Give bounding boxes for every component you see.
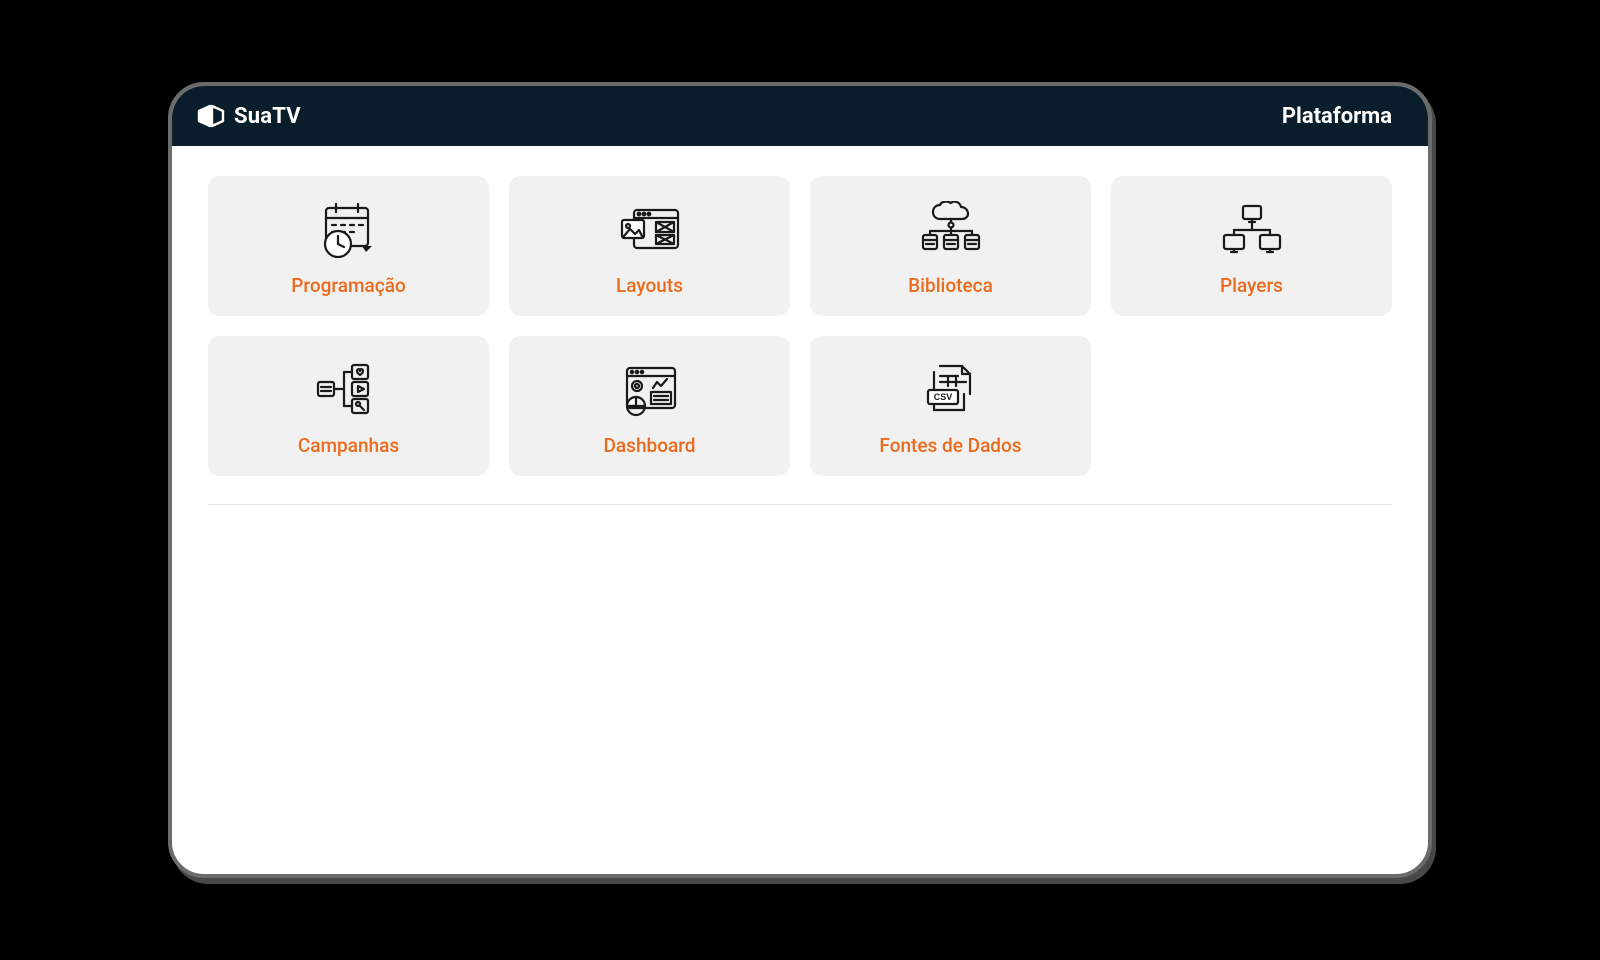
cloud-library-icon (914, 196, 988, 266)
tile-label: Biblioteca (908, 274, 993, 297)
players-network-icon (1216, 196, 1288, 266)
tile-label: Programação (291, 274, 406, 297)
tile-dashboard[interactable]: Dashboard (509, 336, 790, 476)
tile-grid: Programação (208, 176, 1392, 476)
tile-label: Campanhas (298, 434, 399, 457)
device-frame: SuaTV Plataforma (168, 82, 1432, 878)
tile-label: Players (1220, 274, 1283, 297)
tile-label: Layouts (616, 274, 683, 297)
section-title: Plataforma (1282, 104, 1392, 129)
tile-players[interactable]: Players (1111, 176, 1392, 316)
dashboard-icon (613, 356, 687, 426)
campaigns-icon (312, 356, 386, 426)
brand: SuaTV (196, 103, 301, 129)
layouts-icon (614, 196, 686, 266)
topbar: SuaTV Plataforma (172, 86, 1428, 146)
calendar-clock-icon (312, 196, 386, 266)
divider (208, 504, 1392, 505)
tile-label: Fontes de Dados (879, 434, 1021, 457)
tile-programacao[interactable]: Programação (208, 176, 489, 316)
svg-text:CSV: CSV (933, 392, 952, 402)
brand-logo-icon (196, 103, 226, 129)
csv-file-icon: CSV (918, 356, 984, 426)
tile-fontes[interactable]: CSV Fontes de Dados (810, 336, 1091, 476)
tile-biblioteca[interactable]: Biblioteca (810, 176, 1091, 316)
content-area: Programação (172, 146, 1428, 505)
tile-label: Dashboard (604, 434, 696, 457)
tile-layouts[interactable]: Layouts (509, 176, 790, 316)
tile-campanhas[interactable]: Campanhas (208, 336, 489, 476)
brand-name: SuaTV (234, 104, 301, 129)
